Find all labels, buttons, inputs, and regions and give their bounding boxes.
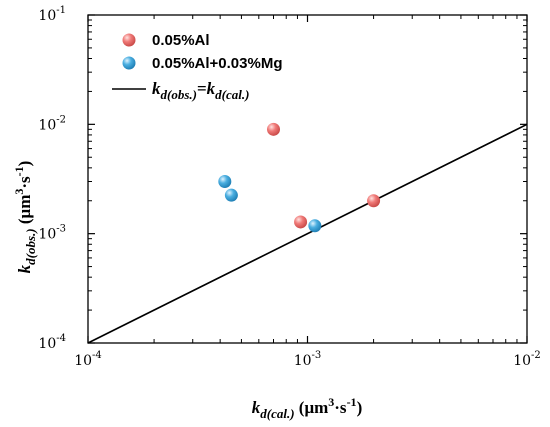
x-tick-label: 10-4 [74, 350, 102, 369]
y-axis-title-sub: d(obs.) [23, 228, 38, 264]
data-point-series-2-1 [218, 175, 232, 189]
y-tick-label: 10-2 [38, 114, 66, 133]
y-axis-ticks: 10-4 10-3 10-2 10-1 [38, 5, 527, 352]
legend-marker-al-mg [122, 56, 136, 70]
y-axis-title-unit-sup2: -1 [12, 166, 26, 176]
x-axis-title-sub: d(cal.) [260, 406, 294, 421]
legend-label-al-mg: 0.05%Al+0.03%Mg [152, 55, 282, 72]
x-axis-title-unit-mid: ·s [334, 398, 347, 417]
x-axis-title-k: k [252, 398, 261, 417]
y-tick-label: 10-1 [38, 5, 66, 24]
legend-ref-sub2: d(cal.) [215, 87, 249, 102]
legend-ref-eq: = [197, 79, 207, 98]
x-axis-title-unit-post: ) [357, 398, 363, 417]
x-tick-label: 10-3 [294, 350, 322, 369]
x-axis-title-unit-sup2: -1 [347, 395, 357, 409]
legend-ref-k1: k [152, 79, 161, 98]
y-axis-title-unit-pre: (μm [15, 195, 34, 229]
y-axis-title-unit-sup: 3 [12, 189, 26, 195]
reference-line-group [87, 123, 528, 344]
x-axis-title-unit-pre: (μm [295, 398, 329, 417]
data-point-series-1-1 [266, 122, 280, 136]
y-axis-title-k: k [15, 264, 34, 273]
reference-line [87, 123, 528, 344]
legend-ref-sub1: d(obs.) [161, 87, 197, 102]
y-tick-label: 10-3 [38, 224, 66, 243]
y-axis-title-unit-post: ) [15, 161, 34, 167]
x-axis-title: kd(cal.) (μm3·s-1) [252, 395, 362, 421]
x-axis-ticks: 10-4 10-3 10-2 [74, 15, 541, 369]
x-tick-label: 10-2 [513, 350, 541, 369]
y-axis-title: kd(obs.) (μm3·s-1) [12, 161, 38, 274]
data-point-series-2-2 [224, 188, 238, 202]
y-axis-title-unit-mid: ·s [15, 176, 34, 189]
y-tick-label: 10-4 [38, 333, 66, 352]
data-points-group [218, 122, 381, 233]
data-point-series-2-3 [308, 219, 322, 233]
data-point-series-1-3 [367, 194, 381, 208]
data-point-series-1-2 [294, 215, 308, 229]
legend-label-al: 0.05%Al [152, 32, 210, 49]
legend-label-reference: kd(obs.)=kd(cal.) [152, 79, 249, 102]
legend: 0.05%Al 0.05%Al+0.03%Mg kd(obs.)=kd(cal.… [112, 32, 282, 102]
x-axis-title-unit-sup: 3 [328, 395, 334, 409]
legend-marker-al [122, 33, 136, 47]
legend-ref-k2: k [207, 79, 216, 98]
